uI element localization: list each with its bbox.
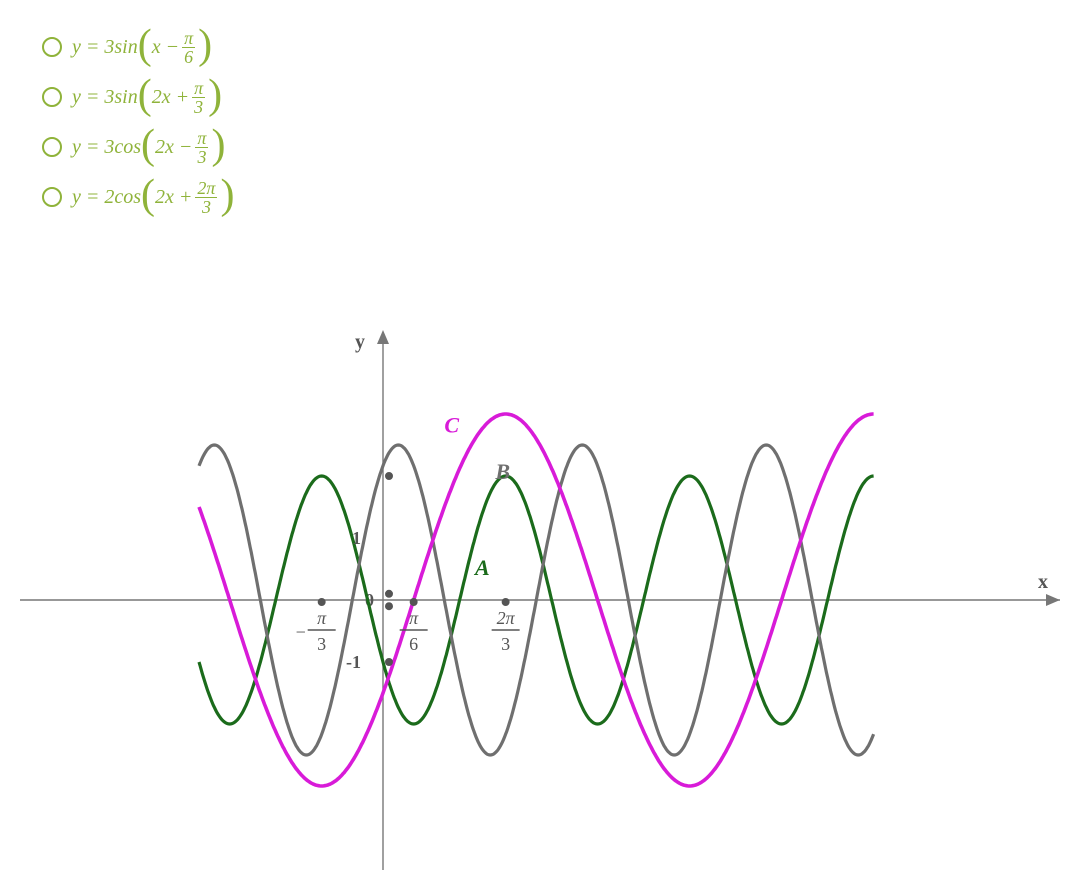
option-2-equation: y = 3 sin(2x + π3) [72,76,222,118]
option-3-equation: y = 3 cos(2x − π3) [72,126,225,168]
svg-text:-1: -1 [346,652,361,672]
radio-icon[interactable] [42,87,62,107]
axes: yx0 [20,330,1060,870]
svg-text:y: y [355,331,365,353]
svg-text:π: π [409,608,419,628]
radio-icon[interactable] [42,187,62,207]
option-2[interactable]: y = 3 sin(2x + π3) [42,76,234,118]
curve-label-A: A [473,555,490,580]
svg-text:6: 6 [409,634,418,654]
option-3[interactable]: y = 3 cos(2x − π3) [42,126,234,168]
trig-chart: yx0 1-1−π3π62π3 ABC [20,330,1060,870]
option-1[interactable]: y = 3 sin(x − π6) [42,26,234,68]
svg-text:π: π [317,608,327,628]
option-4[interactable]: y = 2 cos(2x + 2π3) [42,176,234,218]
equation-options: y = 3 sin(x − π6) y = 3 sin(2x + π3) y =… [42,18,234,226]
svg-text:3: 3 [317,634,326,654]
option-4-equation: y = 2 cos(2x + 2π3) [72,176,234,218]
svg-text:2π: 2π [497,608,516,628]
svg-text:−: − [296,622,306,642]
curve-label-B: B [494,459,510,484]
option-1-equation: y = 3 sin(x − π6) [72,26,212,68]
svg-text:3: 3 [501,634,510,654]
chart-svg: yx0 1-1−π3π62π3 ABC [20,330,1060,870]
radio-icon[interactable] [42,137,62,157]
svg-text:1: 1 [352,528,361,548]
curve-label-C: C [444,413,459,438]
radio-icon[interactable] [42,37,62,57]
svg-text:x: x [1038,571,1048,593]
